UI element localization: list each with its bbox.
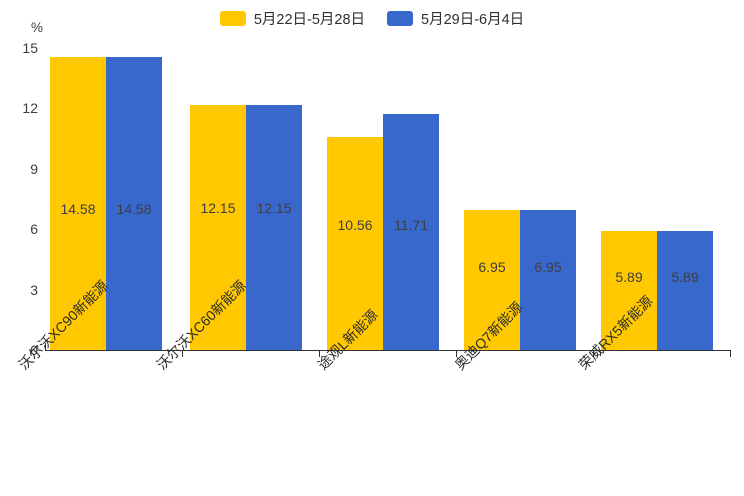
- bar-value-series-1-cat-3: 10.56: [337, 217, 373, 234]
- bar-group-1: 14.58 14.58: [45, 48, 182, 350]
- bar-series-1-cat-3[interactable]: 10.56: [327, 137, 383, 350]
- bar-value-series-2-cat-5: 5.89: [671, 269, 699, 286]
- y-tick-label-3: 3: [30, 281, 38, 298]
- y-tick-label-15: 15: [22, 40, 38, 56]
- x-axis-line: [45, 350, 731, 351]
- bar-group-3: 10.56 11.71: [319, 48, 456, 350]
- legend-swatch-icon-series-2: [387, 11, 414, 26]
- legend-label-series-2: 5月29日-6月4日: [421, 12, 525, 28]
- bar-value-series-1-cat-2: 12.15: [200, 200, 236, 217]
- y-tick-label-0: 0: [30, 342, 38, 358]
- bar-value-series-1-cat-5: 5.89: [615, 269, 643, 286]
- x-axis-tick-3: [456, 350, 457, 357]
- bar-series-1-cat-1[interactable]: 14.58: [50, 56, 106, 350]
- y-axis-stub: [45, 343, 46, 351]
- y-tick-label-9: 9: [30, 160, 38, 177]
- plot-area: 14.58 14.58 12.15 12.15 10.56 11.71: [45, 48, 730, 350]
- bar-value-series-1-cat-4: 6.95: [478, 259, 506, 276]
- y-axis-tick-labels: 15 12 9 6 3 0: [0, 0, 38, 496]
- x-axis-tick-4: [593, 350, 594, 357]
- x-axis-tick-2: [319, 350, 320, 357]
- y-axis-unit-label: %: [31, 20, 44, 35]
- legend-label-series-1: 5月22日-5月28日: [253, 12, 366, 28]
- bar-value-series-2-cat-3: 11.71: [394, 217, 428, 234]
- bar-value-series-2-cat-2: 12.15: [256, 200, 292, 217]
- legend-item-series-2[interactable]: 5月29日-6月4日: [387, 8, 524, 29]
- bar-group-5: 5.89 5.89: [593, 48, 730, 350]
- bar-series-1-cat-2[interactable]: 12.15: [190, 105, 246, 350]
- bar-series-2-cat-2[interactable]: 12.15: [246, 105, 302, 350]
- bar-series-1-cat-5[interactable]: 5.89: [601, 231, 657, 350]
- bar-value-series-2-cat-1: 14.58: [116, 200, 152, 217]
- bar-series-2-cat-4[interactable]: 6.95: [520, 210, 576, 350]
- y-tick-label-12: 12: [22, 100, 38, 117]
- bar-value-series-2-cat-4: 6.95: [534, 259, 562, 276]
- bar-series-2-cat-1[interactable]: 14.58: [106, 56, 162, 350]
- legend-swatch-icon-series-1: [219, 11, 246, 26]
- bar-value-series-1-cat-1: 14.58: [60, 200, 96, 217]
- x-axis-tick-5: [730, 350, 731, 357]
- chart-legend: 5月22日-5月28日 5月29日-6月4日: [0, 8, 744, 29]
- bar-group-2: 12.15 12.15: [182, 48, 319, 350]
- bar-group-4: 6.95 6.95: [456, 48, 593, 350]
- legend-item-series-1[interactable]: 5月22日-5月28日: [219, 8, 366, 29]
- y-tick-label-6: 6: [30, 221, 38, 238]
- x-axis-tick-1: [182, 350, 183, 357]
- bar-series-2-cat-5[interactable]: 5.89: [657, 231, 713, 350]
- bar-series-1-cat-4[interactable]: 6.95: [464, 210, 520, 350]
- bar-series-2-cat-3[interactable]: 11.71: [383, 114, 439, 350]
